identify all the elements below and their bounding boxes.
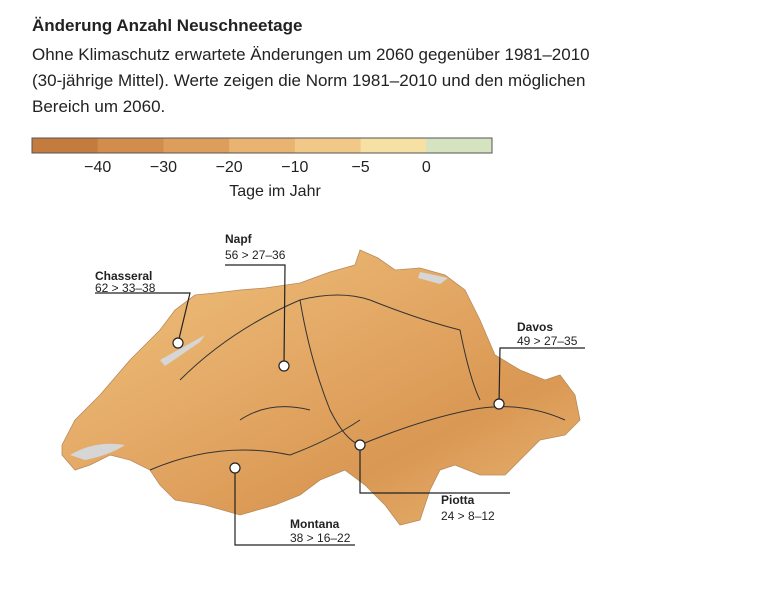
lake: [418, 272, 448, 284]
legend: −40 −30 −20 −10 −5 0: [31, 137, 493, 176]
lake: [160, 335, 205, 366]
station-name: Davos: [517, 320, 553, 334]
station-name: Chasseral: [95, 269, 152, 283]
station-name: Montana: [290, 517, 340, 531]
legend-swatch: [32, 138, 99, 153]
borders: [149, 294, 566, 471]
station-marker: [493, 398, 505, 410]
legend-tick-label: −5: [351, 159, 369, 176]
station-marker: [354, 439, 366, 451]
markers: [172, 337, 505, 474]
map: [61, 249, 581, 526]
subtitle-line: Ohne Klimaschutz erwartete Änderungen um…: [32, 45, 590, 64]
legend-tick-label: −10: [281, 159, 308, 176]
leader-lines: [95, 264, 585, 546]
station-marker: [229, 462, 241, 474]
legend-swatch: [229, 138, 296, 153]
station-values: 24 > 8–12: [441, 509, 495, 523]
legend-swatch: [97, 138, 164, 153]
legend-tick-label: −30: [150, 159, 177, 176]
station-values: 49 > 27–35: [517, 334, 578, 348]
station-name: Piotta: [441, 493, 475, 507]
legend-swatch: [426, 138, 493, 153]
legend-swatch: [163, 138, 230, 153]
legend-swatch: [360, 138, 427, 153]
station-marker: [278, 360, 290, 372]
station-marker: [172, 337, 184, 349]
station-values: 62 > 33–38: [95, 281, 156, 295]
title: Änderung Anzahl Neuschneetage: [32, 16, 302, 35]
station-name: Napf: [225, 232, 253, 246]
legend-frame: [31, 137, 493, 154]
legend-tick-label: 0: [422, 159, 431, 176]
legend-tick-label: −20: [216, 159, 243, 176]
legend-tick-label: −40: [84, 159, 111, 176]
subtitle-line: Bereich um 2060.: [32, 97, 165, 116]
subtitle-line: (30-jährige Mittel). Werte zeigen die No…: [32, 71, 585, 90]
station-values: 38 > 16–22: [290, 531, 351, 545]
legend-swatch: [294, 138, 362, 153]
station-values: 56 > 27–36: [225, 248, 286, 262]
lake: [70, 443, 125, 460]
legend-label: Tage im Jahr: [229, 183, 321, 200]
